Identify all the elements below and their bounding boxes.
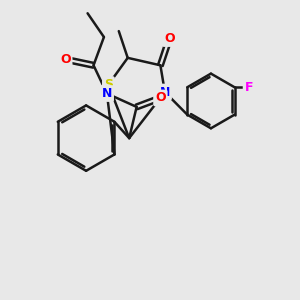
Text: O: O <box>60 53 70 66</box>
Text: S: S <box>104 78 113 91</box>
Text: F: F <box>244 81 253 94</box>
Text: N: N <box>102 87 112 100</box>
Text: O: O <box>164 32 175 45</box>
Text: N: N <box>160 85 170 98</box>
Text: O: O <box>155 92 166 104</box>
